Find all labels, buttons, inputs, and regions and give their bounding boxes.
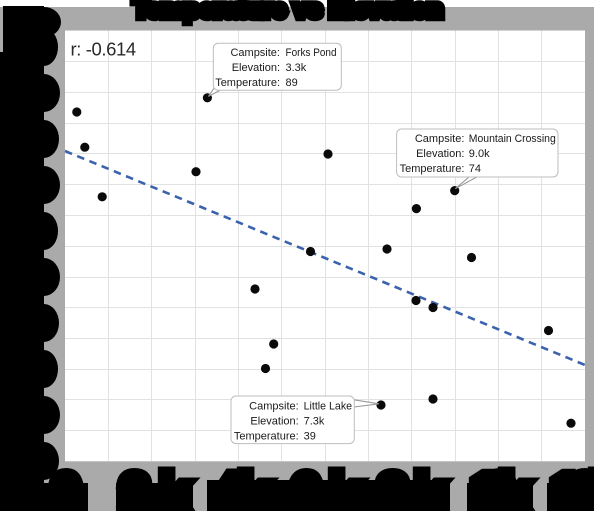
svg-text:Campsite:: Campsite: (415, 133, 465, 145)
svg-text:Mountain Crossing: Mountain Crossing (469, 133, 556, 145)
svg-text:89: 89 (286, 77, 298, 89)
svg-text:Elevation:: Elevation: (416, 148, 464, 160)
svg-text:74: 74 (469, 163, 481, 175)
svg-text:Elevation:: Elevation: (250, 415, 298, 427)
svg-text:Temperature vs Elevation: Temperature vs Elevation (133, 0, 443, 24)
svg-text:0: 0 (50, 461, 81, 511)
svg-text:Little Lake: Little Lake (304, 400, 353, 412)
svg-text:10k: 10k (470, 461, 531, 511)
svg-text:Temperature:: Temperature: (400, 163, 465, 175)
svg-text:4k: 4k (212, 461, 270, 511)
svg-text:r: -0.614: r: -0.614 (71, 38, 136, 59)
svg-text:3.3k: 3.3k (286, 62, 307, 74)
svg-text:39: 39 (304, 430, 316, 442)
svg-text:Temperature:: Temperature: (234, 430, 299, 442)
svg-text:Elevation:: Elevation: (232, 62, 280, 74)
svg-text:9.0k: 9.0k (469, 148, 490, 160)
svg-text:Campsite:: Campsite: (249, 400, 299, 412)
svg-text:12k: 12k (550, 461, 594, 511)
svg-text:Temperature:: Temperature: (215, 77, 280, 89)
svg-text:7.3k: 7.3k (304, 415, 325, 427)
svg-text:Forks Pond: Forks Pond (286, 47, 337, 59)
svg-text:Campsite:: Campsite: (230, 47, 280, 59)
